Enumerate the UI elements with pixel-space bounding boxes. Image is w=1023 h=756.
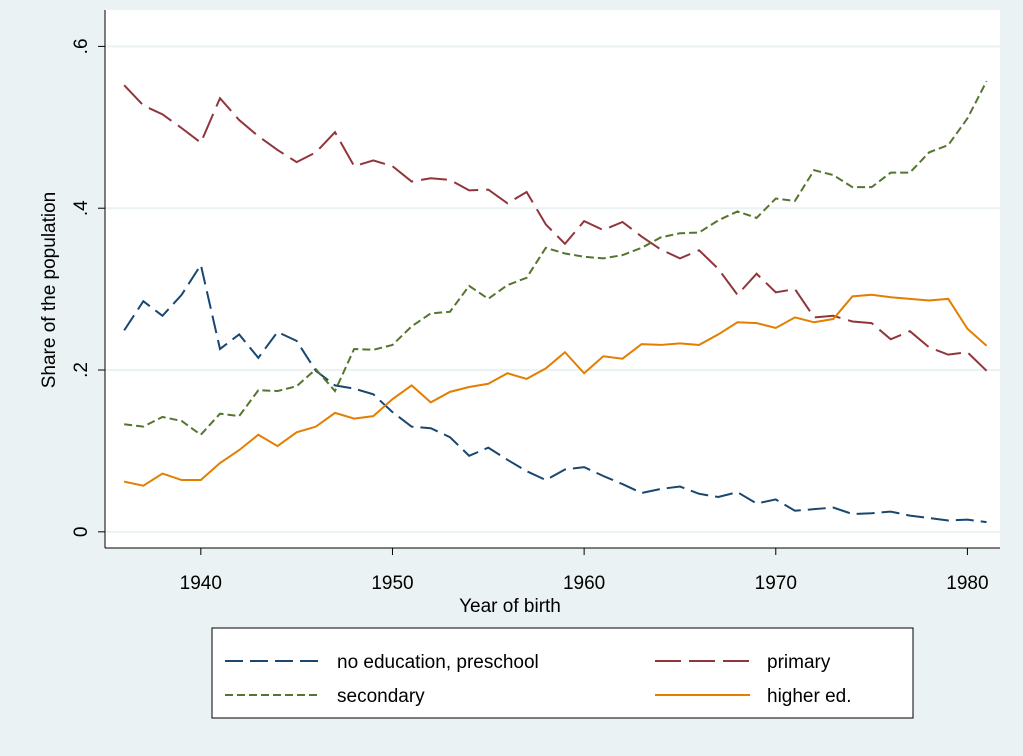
y-tick-label: .4 [71,200,92,216]
series-line [123,262,987,524]
x-tick-label: 1960 [563,573,605,594]
x-tick-label: 1940 [180,573,222,594]
legend-label: higher ed. [767,686,852,707]
legend-label: primary [767,652,831,673]
y-tick-label: .2 [71,362,92,378]
series-line [123,293,988,487]
y-axis-title: Share of the population [39,192,60,389]
x-tick-label: 1950 [371,573,413,594]
plot-area [105,10,1000,548]
x-axis-title: Year of birth [459,596,561,617]
y-tick-label: .6 [71,38,92,54]
y-tick-label: 0 [71,527,92,538]
legend-label: secondary [337,686,425,707]
series-line [124,80,988,437]
legend [211,627,914,719]
series-line [123,84,988,372]
legend-label: no education, preschool [337,652,539,673]
x-tick-label: 1980 [946,573,988,594]
x-tick-label: 1970 [755,573,797,594]
